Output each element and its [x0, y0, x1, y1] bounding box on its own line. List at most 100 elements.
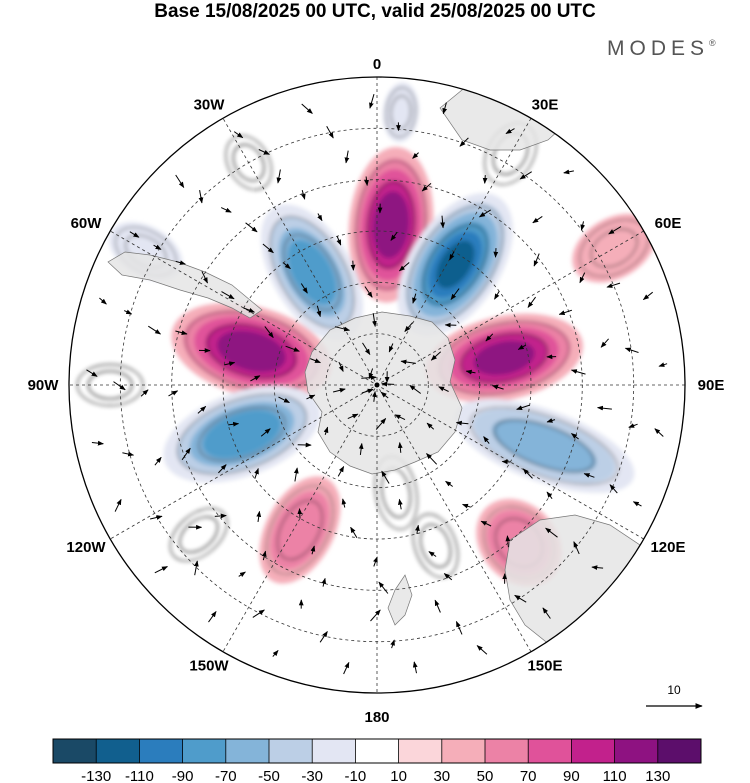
- streamline: [494, 419, 595, 473]
- streamline: [179, 516, 219, 553]
- new-zealand-outline: [387, 574, 413, 626]
- wind-arrow: [350, 526, 358, 538]
- streamline: [423, 224, 488, 305]
- wind-arrow: [310, 545, 316, 555]
- wind-arrow: [546, 491, 553, 500]
- longitude-label: 30W: [194, 96, 226, 113]
- wind-arrow: [390, 639, 395, 649]
- wind-arrow: [218, 464, 227, 474]
- wind-arrow: [455, 620, 463, 635]
- colorbar-tick-label: 130: [645, 768, 670, 783]
- colorbar: -130 -110 -90 -70 -50 -30 -10 10 30 50 70 90 110 130: [52, 738, 702, 783]
- colorbar-swatch: [355, 739, 399, 763]
- wind-arrow: [483, 436, 490, 444]
- wind-arrow: [494, 291, 500, 300]
- wind-arrow: [301, 103, 313, 114]
- chart-title: Base 15/08/2025 00 UTC, valid 25/08/2025…: [154, 1, 596, 22]
- wind-arrow: [181, 447, 191, 461]
- colorbar-tick-label: 50: [477, 768, 494, 783]
- reference-vector: 10: [646, 683, 703, 709]
- anomaly-contour: [492, 418, 597, 474]
- wind-arrow: [343, 661, 350, 675]
- wind-arrow: [445, 480, 453, 487]
- colorbar-tick-label: 70: [520, 768, 537, 783]
- colorbar-swatch: [528, 739, 572, 763]
- longitude-label: 60E: [655, 215, 682, 232]
- wind-arrow: [140, 389, 149, 397]
- wind-arrow: [86, 369, 98, 377]
- wind-arrow: [221, 291, 235, 300]
- colorbar-tick-label: 90: [563, 768, 580, 783]
- wind-arrow: [532, 215, 543, 224]
- wind-arrow: [642, 291, 654, 300]
- wind-arrow: [400, 359, 416, 365]
- wind-arrow: [129, 231, 140, 238]
- colorbar-swatch: [53, 739, 97, 763]
- colorbar-swatch: [571, 739, 615, 763]
- wind-arrow: [632, 501, 642, 507]
- colorbar-swatch: [485, 739, 529, 763]
- wind-arrow: [409, 384, 421, 394]
- longitude-label: 180: [364, 709, 389, 726]
- wind-arrow: [319, 631, 328, 643]
- wind-arrow: [362, 342, 371, 356]
- wind-arrow: [258, 149, 270, 155]
- wind-arrow: [438, 386, 449, 392]
- colorbar-tick-label: -10: [345, 768, 367, 783]
- wind-arrow: [233, 131, 244, 139]
- wind-arrow: [519, 171, 532, 180]
- wind-arrow: [252, 609, 265, 618]
- wind-arrow: [412, 152, 419, 159]
- longitude-label: 120E: [650, 539, 685, 556]
- streamline: [266, 485, 334, 575]
- wind-arrow: [412, 661, 418, 674]
- wind-arrow: [358, 442, 364, 455]
- wind-arrow: [368, 368, 374, 380]
- wind-arrow: [493, 248, 499, 258]
- wind-arrow: [220, 207, 232, 213]
- wind-arrow: [175, 174, 185, 189]
- streamline: [590, 228, 638, 268]
- wind-arrow: [364, 286, 373, 298]
- wind-arrow: [272, 649, 279, 657]
- colorbar-tick-label: -130: [81, 768, 111, 783]
- streamline: [206, 324, 296, 379]
- wind-arrow: [580, 221, 586, 231]
- longitude-label: 90E: [698, 377, 725, 394]
- streamline: [460, 333, 549, 383]
- brand-logo: MODES®: [607, 37, 721, 60]
- anomaly-layer: [76, 82, 656, 587]
- wind-arrow: [624, 347, 639, 353]
- anomaly-contour: [202, 409, 282, 459]
- wind-vectors: [86, 93, 668, 675]
- wind-arrow: [597, 405, 612, 411]
- wind-arrow: [442, 102, 448, 115]
- wind-arrow: [375, 418, 387, 430]
- longitude-label: 150E: [527, 658, 562, 675]
- wind-arrow: [654, 428, 664, 437]
- wind-arrow: [350, 260, 356, 271]
- wind-arrow: [478, 209, 491, 218]
- wind-arrow: [628, 423, 638, 428]
- wind-arrow: [123, 309, 133, 315]
- wind-arrow: [459, 137, 469, 147]
- wind-arrow: [341, 498, 347, 508]
- wind-arrow: [370, 609, 381, 622]
- continents: [107, 77, 651, 651]
- wind-arrow: [449, 251, 455, 261]
- wind-arrow: [149, 515, 163, 520]
- wind-arrow: [505, 128, 515, 135]
- wind-arrow: [245, 222, 258, 233]
- wind-arrow: [465, 369, 476, 375]
- wind-arrow: [238, 571, 246, 577]
- wind-arrow: [428, 551, 437, 557]
- wind-arrow: [148, 325, 162, 335]
- wind-arrow: [390, 231, 398, 241]
- streamline: [419, 524, 452, 568]
- wind-arrow: [545, 527, 558, 538]
- wind-arrow: [361, 388, 374, 394]
- wind-arrow: [491, 384, 504, 390]
- anomaly-contour: [572, 213, 656, 283]
- wind-arrow: [122, 451, 135, 457]
- wind-arrow: [372, 313, 377, 327]
